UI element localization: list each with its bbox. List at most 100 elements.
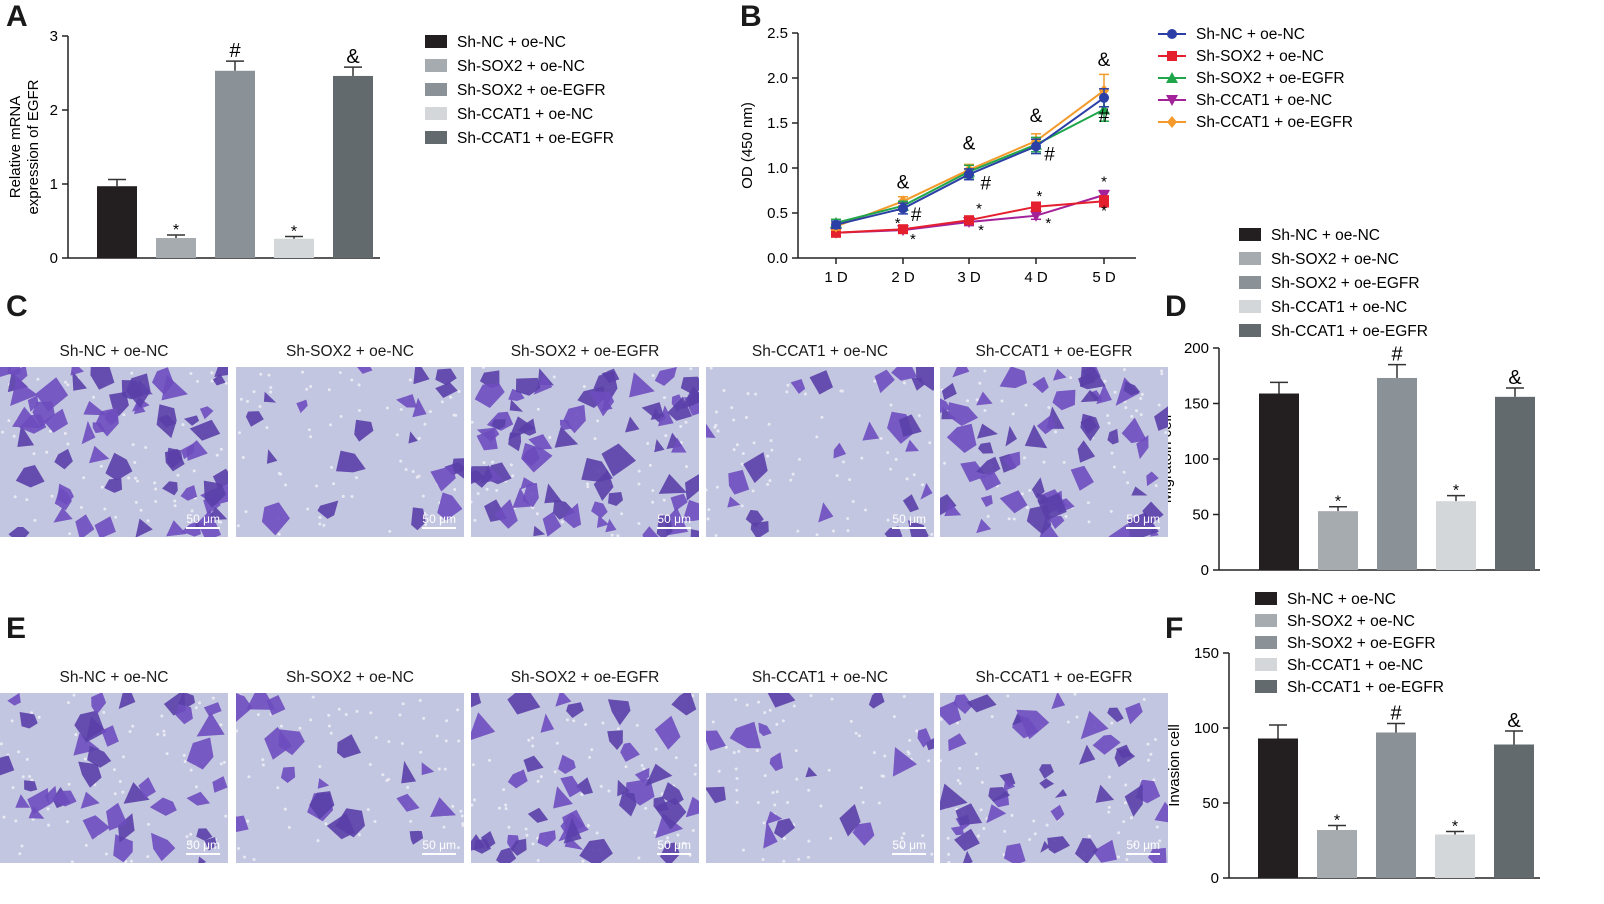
data-point <box>1166 72 1178 83</box>
scale-bar-line <box>892 853 926 855</box>
scale-bar: 50 μm <box>422 838 456 855</box>
stained-cells-picture <box>940 367 1168 537</box>
bar <box>1494 744 1534 878</box>
y-tick-label: 0 <box>50 250 58 267</box>
significance-mark: * <box>1334 813 1340 830</box>
significance-mark: # <box>911 205 922 226</box>
stained-cells-picture <box>0 693 228 863</box>
significance-mark: * <box>1452 819 1458 836</box>
legend-label: Sh-CCAT1 + oe-NC <box>457 106 593 123</box>
micrograph-image: 50 μm <box>706 693 934 863</box>
legend-swatch <box>1255 658 1277 671</box>
y-tick-label: 150 <box>1184 396 1209 413</box>
legend-swatch <box>1239 252 1261 265</box>
legend-label: Sh-NC + oe-NC <box>1287 591 1396 608</box>
scale-bar-line <box>186 853 220 855</box>
y-tick-label: 1 <box>50 176 58 193</box>
panel-label-e: E <box>6 612 27 645</box>
y-tick-label: 0.5 <box>767 205 788 222</box>
bar <box>1377 377 1417 570</box>
significance-mark: * <box>910 231 916 248</box>
legend-label: Sh-SOX2 + oe-NC <box>1287 613 1415 630</box>
scale-bar-line <box>657 853 691 855</box>
data-point <box>1167 116 1177 128</box>
micrograph-title: Sh-CCAT1 + oe-EGFR <box>975 669 1133 686</box>
legend-swatch <box>425 35 447 48</box>
panel-label-a: A <box>6 0 28 33</box>
significance-mark: * <box>1335 494 1341 511</box>
micrograph-title: Sh-SOX2 + oe-EGFR <box>510 669 660 686</box>
legend-swatch <box>425 131 447 144</box>
scale-bar: 50 μm <box>892 512 926 529</box>
scale-bar: 50 μm <box>186 512 220 529</box>
scale-bar-line <box>1126 527 1160 529</box>
micrograph-image: 50 μm <box>471 367 699 537</box>
micrograph-image: 50 μm <box>0 367 228 537</box>
chart-b-od-growth: 0.0 0.5 1.0 1.5 2.0 2.5 1 D 2 D 3 D 4 D 5 D OD (450… <box>740 25 1353 286</box>
significance-mark: & <box>897 172 910 193</box>
legend-swatch <box>425 83 447 96</box>
legend-label: Sh-SOX2 + oe-EGFR <box>1196 70 1345 87</box>
significance-mark: & <box>1098 50 1111 71</box>
significance-mark: # <box>229 40 241 62</box>
scale-bar-label: 50 μm <box>892 838 926 852</box>
significance-mark: * <box>976 201 982 218</box>
data-point <box>831 219 841 230</box>
x-tick-label: 3 D <box>957 269 981 286</box>
y-axis-label: OD (450 nm) <box>740 102 756 189</box>
significance-mark: * <box>1045 215 1051 232</box>
bar <box>333 75 373 259</box>
data-point <box>1098 103 1110 115</box>
data-point <box>1167 51 1177 61</box>
data-point <box>831 227 841 238</box>
panel-label-c: C <box>6 290 28 323</box>
stained-cells-picture <box>471 367 699 537</box>
significance-mark: & <box>346 46 360 68</box>
chart-d-migration: 050100150200Migratoin cell*#*&Sh-NC + oe… <box>1158 227 1540 579</box>
significance-mark: * <box>1453 483 1459 500</box>
scale-bar-label: 50 μm <box>892 512 926 526</box>
legend-swatch <box>1239 324 1261 337</box>
significance-mark: & <box>1030 106 1043 127</box>
stained-cells-picture <box>706 693 934 863</box>
stained-cells-picture <box>706 367 934 537</box>
micrograph-image: 50 μm <box>0 693 228 863</box>
micrograph-image: 50 μm <box>236 693 464 863</box>
scale-bar-line <box>422 527 456 529</box>
scale-bar-label: 50 μm <box>1126 512 1160 526</box>
bar <box>1376 732 1416 878</box>
scale-bar-line <box>657 527 691 529</box>
bar <box>1436 501 1476 570</box>
micrograph-image: 50 μm <box>940 367 1168 537</box>
micrograph-image: 50 μm <box>706 367 934 537</box>
data-point <box>898 224 908 235</box>
bar <box>156 238 196 258</box>
micrograph-title: Sh-NC + oe-NC <box>59 669 169 686</box>
legend-label: Sh-CCAT1 + oe-EGFR <box>1196 114 1353 131</box>
scale-bar-line <box>1126 853 1160 855</box>
legend-label: Sh-CCAT1 + oe-NC <box>1196 92 1332 109</box>
y-axis-label: Invasion cell <box>1166 724 1183 807</box>
data-point <box>1030 210 1042 222</box>
significance-mark: & <box>1507 710 1521 732</box>
micrograph-title: Sh-CCAT1 + oe-EGFR <box>975 343 1133 360</box>
bar <box>1258 738 1298 878</box>
legend-swatch <box>1239 300 1261 313</box>
x-tick-label: 1 D <box>824 269 848 286</box>
legend-label: Sh-SOX2 + oe-NC <box>457 58 585 75</box>
data-point <box>1099 196 1109 207</box>
significance-mark: * <box>1101 202 1107 219</box>
y-tick-label: 2.0 <box>767 70 788 87</box>
micrograph-title: Sh-SOX2 + oe-NC <box>286 669 414 686</box>
legend-label: Sh-SOX2 + oe-EGFR <box>457 82 606 99</box>
y-tick-label: 2.5 <box>767 25 788 42</box>
scale-bar-label: 50 μm <box>657 838 691 852</box>
legend-label: Sh-NC + oe-NC <box>1196 26 1305 43</box>
significance-mark: * <box>895 215 901 232</box>
legend-swatch <box>1239 276 1261 289</box>
scale-bar: 50 μm <box>657 512 691 529</box>
bar <box>215 70 255 258</box>
scale-bar: 50 μm <box>186 838 220 855</box>
legend-swatch <box>425 107 447 120</box>
stained-cells-picture <box>471 693 699 863</box>
